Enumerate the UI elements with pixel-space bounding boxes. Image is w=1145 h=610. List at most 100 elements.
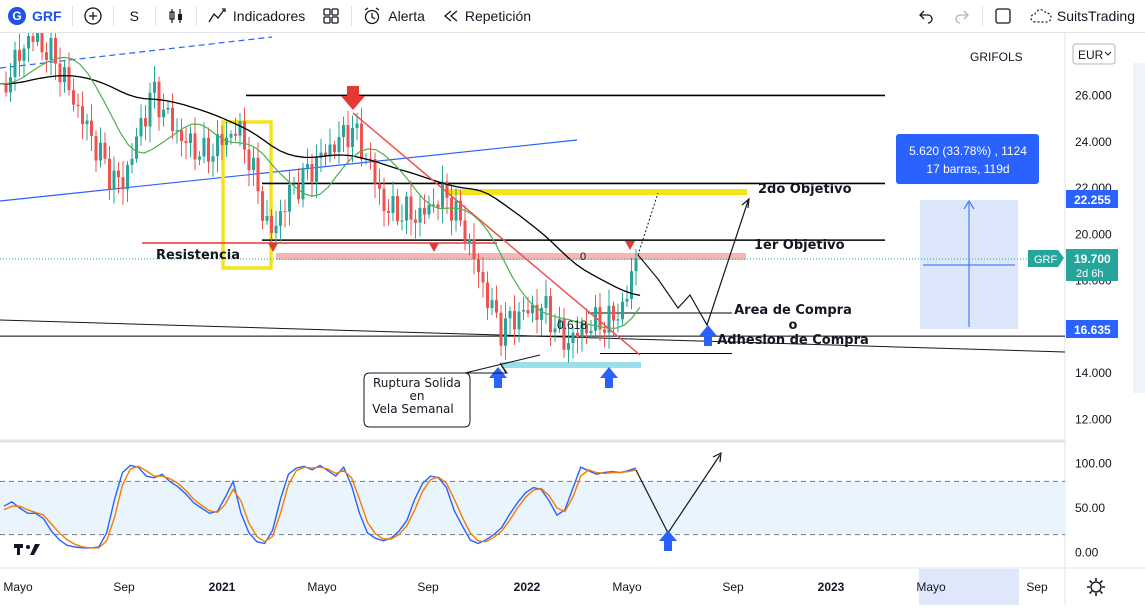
side-scrollbar[interactable] (1133, 63, 1145, 393)
candle-body (544, 296, 548, 308)
chart-type-button[interactable] (158, 0, 194, 32)
measure-info-box (896, 134, 1039, 184)
breakout-label-1: Ruptura Solida (373, 376, 461, 390)
support-zone[interactable] (501, 362, 641, 368)
candle-body (162, 109, 165, 118)
candle-body (436, 204, 440, 208)
candle-body (40, 32, 44, 53)
redo-icon (955, 10, 969, 24)
mid-moving-average[interactable] (0, 56, 641, 329)
measure-info-line-2: 17 barras, 119d (926, 162, 1009, 176)
candle-body (351, 128, 354, 148)
candle-body (265, 215, 269, 221)
blue-rising-trendline[interactable] (0, 139, 578, 202)
candle-body (378, 183, 381, 189)
candle-body (270, 215, 273, 234)
candle-body (405, 196, 408, 221)
time-tick-label: 2022 (514, 580, 541, 594)
chart-svg[interactable]: 12.00014.00016.00018.00020.00022.00024.0… (0, 19, 1145, 605)
chart-area[interactable]: 12.00014.00016.00018.00020.00022.00024.0… (0, 19, 1145, 605)
highlight-box[interactable] (221, 120, 273, 270)
fib-0618-label: 0.618 (557, 318, 587, 332)
breakout-callout[interactable] (363, 362, 508, 428)
candle-body (135, 136, 138, 159)
candle-body (373, 159, 377, 184)
candle-body (117, 170, 120, 178)
compare-symbol-button[interactable] (75, 0, 111, 32)
candle-body (585, 323, 588, 334)
price-scale[interactable] (1065, 33, 1145, 568)
up-arrow-icon (489, 367, 507, 388)
candle-body (207, 137, 210, 162)
candle-body (576, 332, 579, 338)
candle-body (603, 329, 606, 333)
time-tick-label: Mayo (612, 580, 642, 594)
candle-body (225, 137, 228, 146)
fullscreen-button[interactable] (985, 0, 1021, 32)
candle-body (220, 134, 224, 146)
layout-templates-button[interactable] (313, 0, 349, 32)
toolbar-divider (71, 6, 73, 26)
price-tick-label: 24.000 (1075, 135, 1112, 149)
plus-circle-icon (83, 7, 102, 25)
settings-gear-icon[interactable] (1087, 578, 1105, 596)
stochastic-band (0, 481, 1065, 535)
candle-body (409, 196, 413, 220)
candle-body (22, 48, 26, 61)
symbol-label: GRF (32, 8, 62, 24)
candle-body (76, 104, 80, 107)
symbol-search-button[interactable]: G GRF (0, 0, 70, 32)
red-descending-trendline[interactable] (352, 112, 641, 356)
interval-button[interactable]: S (116, 0, 153, 32)
candle-body (283, 211, 287, 213)
candle-body (580, 323, 584, 338)
indicators-button[interactable]: Indicadores (199, 0, 313, 32)
candle-body (202, 137, 206, 157)
candle-body (211, 156, 215, 162)
price-badge-lower (1066, 320, 1118, 338)
candle-body (553, 328, 557, 333)
candle-body (468, 239, 471, 244)
buy-area-label-3: Adhesion de Compra (717, 333, 869, 348)
candle-body (171, 107, 174, 132)
oscillator-tick-label: 50.00 (1075, 501, 1105, 515)
price-axis-ticks: 12.00014.00016.00018.00020.00022.00024.0… (1075, 42, 1112, 426)
down-marker-icon (625, 241, 635, 250)
candle-body (540, 307, 543, 320)
candle-body (616, 319, 620, 321)
undo-button[interactable] (908, 0, 944, 32)
price-tick-label: 14.000 (1075, 366, 1112, 380)
stochastic-pane (0, 464, 1065, 549)
redo-button[interactable] (944, 0, 980, 32)
candle-body (63, 67, 66, 83)
alert-button[interactable]: Alerta (354, 0, 433, 32)
time-tick-label: Sep (113, 580, 135, 594)
stochastic-line[interactable] (3, 464, 637, 549)
candle-body (252, 157, 255, 171)
measure-info-line-1: 5.620 (33.78%) , 1124 (909, 144, 1027, 158)
candle-body (504, 318, 507, 346)
stochastic-line[interactable] (3, 465, 637, 549)
candle-body (549, 296, 552, 333)
currency-button[interactable] (1072, 43, 1116, 65)
target-2-zone[interactable] (445, 189, 747, 195)
candle-body (450, 197, 453, 221)
candles (4, 19, 638, 363)
time-axis[interactable]: Mayo Sep 2021 Mayo Sep 2022 Mayo Sep 2023 Mayo Sep (3, 580, 1048, 594)
resistance-zone[interactable] (276, 253, 746, 260)
replay-button[interactable]: Repetición (433, 0, 539, 32)
candle-body (54, 38, 57, 64)
resistance-label: Resistencia (156, 248, 240, 263)
slow-moving-average[interactable] (0, 74, 641, 297)
save-layout-button[interactable]: SuitsTrading (1021, 0, 1145, 32)
price-projection-path[interactable] (637, 200, 749, 327)
indicators-label: Indicadores (232, 8, 306, 24)
candle-body (94, 135, 98, 161)
candle-body (49, 38, 53, 60)
candle-body (238, 121, 242, 136)
price-badge-last-countdown: 2d 6h (1076, 268, 1104, 280)
candle-body (189, 133, 192, 144)
measure-up-arrow-icon (963, 200, 975, 210)
price-badge-last (1066, 249, 1118, 281)
chevron-down-icon (1104, 51, 1112, 56)
